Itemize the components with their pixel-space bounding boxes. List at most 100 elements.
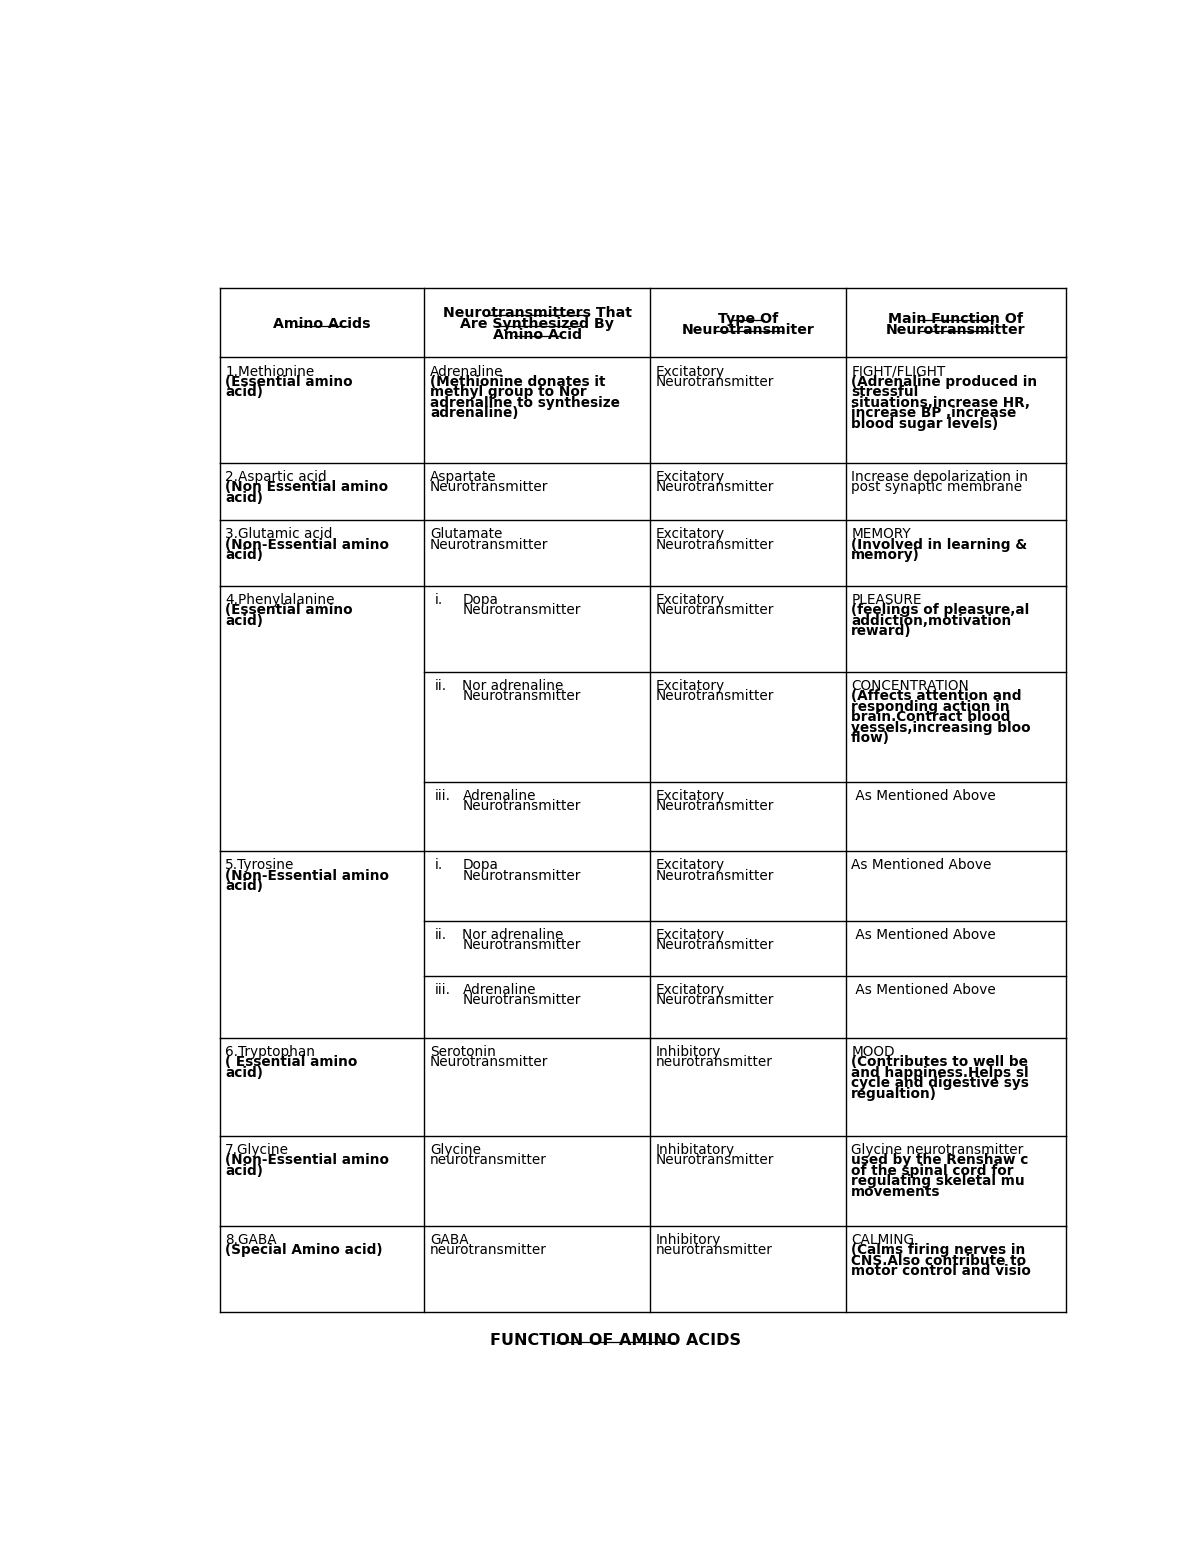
Text: MEMORY: MEMORY (851, 526, 911, 540)
Text: As Mentioned Above: As Mentioned Above (851, 983, 996, 997)
Text: 2.Aspartic acid: 2.Aspartic acid (226, 469, 326, 485)
Text: Excitatory: Excitatory (656, 679, 725, 693)
Text: Neurotransmitter: Neurotransmitter (656, 800, 774, 814)
Text: (Adrenaline produced in: (Adrenaline produced in (851, 374, 1037, 388)
Text: acid): acid) (226, 1163, 263, 1177)
Text: Adrenaline: Adrenaline (462, 983, 536, 997)
Text: ii.: ii. (434, 927, 446, 941)
Text: FIGHT/FLIGHT: FIGHT/FLIGHT (851, 365, 946, 379)
Text: brain.Contract blood: brain.Contract blood (851, 710, 1010, 724)
Text: 7.Glycine: 7.Glycine (226, 1143, 289, 1157)
Text: As Mentioned Above: As Mentioned Above (851, 859, 991, 873)
Text: used by the Renshaw c: used by the Renshaw c (851, 1154, 1028, 1168)
Text: Excitatory: Excitatory (656, 469, 725, 485)
Text: acid): acid) (226, 613, 263, 627)
Text: Excitatory: Excitatory (656, 789, 725, 803)
Text: Neurotransmitter: Neurotransmitter (430, 537, 548, 551)
Text: Glutamate: Glutamate (430, 526, 503, 540)
Text: Adrenaline: Adrenaline (462, 789, 536, 803)
Text: (Non-Essential amino: (Non-Essential amino (226, 868, 389, 882)
Text: Neurotransmitter: Neurotransmitter (656, 537, 774, 551)
Text: Neurotransmitter: Neurotransmitter (886, 323, 1026, 337)
Text: memory): memory) (851, 548, 920, 562)
Text: neurotransmitter: neurotransmitter (656, 1056, 773, 1070)
Text: responding action in: responding action in (851, 700, 1010, 714)
Text: ii.: ii. (434, 679, 446, 693)
Text: Dopa: Dopa (462, 859, 498, 873)
Text: Neurotransmitter: Neurotransmitter (656, 374, 774, 388)
Text: neurotransmitter: neurotransmitter (430, 1154, 547, 1168)
Text: 8.GABA: 8.GABA (226, 1233, 277, 1247)
Text: Neurotransmitter: Neurotransmitter (430, 1056, 548, 1070)
Text: ( Essential amino: ( Essential amino (226, 1056, 358, 1070)
Text: i.: i. (434, 859, 443, 873)
Text: CALMING: CALMING (851, 1233, 914, 1247)
Text: Inhibitatory: Inhibitatory (656, 1143, 736, 1157)
Text: i.: i. (434, 593, 443, 607)
Text: (Calms firing nerves in: (Calms firing nerves in (851, 1242, 1026, 1256)
Text: iii.: iii. (434, 983, 450, 997)
Text: Glycine neurotransmitter: Glycine neurotransmitter (851, 1143, 1024, 1157)
Text: addiction,motivation: addiction,motivation (851, 613, 1012, 627)
Text: 5.Tyrosine: 5.Tyrosine (226, 859, 295, 873)
Text: Serotonin: Serotonin (430, 1045, 496, 1059)
Text: Neurotransmitter: Neurotransmitter (656, 868, 774, 882)
Text: FUNCTION OF AMINO ACIDS: FUNCTION OF AMINO ACIDS (490, 1332, 740, 1348)
Text: Neurotransmitter: Neurotransmitter (462, 690, 581, 704)
Text: 4.Phenylalanine: 4.Phenylalanine (226, 593, 335, 607)
Text: Increase depolarization in: Increase depolarization in (851, 469, 1028, 485)
Text: Amino Acid: Amino Acid (493, 328, 582, 342)
Text: 3.Glutamic acid: 3.Glutamic acid (226, 526, 332, 540)
Text: regualtion): regualtion) (851, 1087, 937, 1101)
Text: Neurotransmitter: Neurotransmitter (656, 938, 774, 952)
Text: movements: movements (851, 1185, 941, 1199)
Text: Dopa: Dopa (462, 593, 498, 607)
Text: Excitatory: Excitatory (656, 859, 725, 873)
Text: Neurotransmiter: Neurotransmiter (682, 323, 815, 337)
Text: (Non-Essential amino: (Non-Essential amino (226, 1154, 389, 1168)
Text: Amino Acids: Amino Acids (274, 317, 371, 331)
Text: Excitatory: Excitatory (656, 526, 725, 540)
Text: Neurotransmitter: Neurotransmitter (462, 604, 581, 618)
Text: neurotransmitter: neurotransmitter (656, 1242, 773, 1256)
Text: 6.Tryptophan: 6.Tryptophan (226, 1045, 316, 1059)
Text: stressful: stressful (851, 385, 918, 399)
Text: Neurotransmitters That: Neurotransmitters That (443, 306, 632, 320)
Text: Glycine: Glycine (430, 1143, 481, 1157)
Text: CNS.Also contribute to: CNS.Also contribute to (851, 1253, 1026, 1267)
Text: acid): acid) (226, 491, 263, 505)
Text: Are Synthesized By: Are Synthesized By (461, 317, 614, 331)
Text: (Essential amino: (Essential amino (226, 604, 353, 618)
Text: (Involved in learning &: (Involved in learning & (851, 537, 1027, 551)
Text: Aspartate: Aspartate (430, 469, 497, 485)
Text: GABA: GABA (430, 1233, 468, 1247)
Text: (Essential amino: (Essential amino (226, 374, 353, 388)
Text: increase BP ,increase: increase BP ,increase (851, 407, 1016, 421)
Text: Neurotransmitter: Neurotransmitter (462, 868, 581, 882)
Text: Excitatory: Excitatory (656, 983, 725, 997)
Text: Nor adrenaline: Nor adrenaline (462, 679, 564, 693)
Text: acid): acid) (226, 1065, 263, 1079)
Text: (feelings of pleasure,al: (feelings of pleasure,al (851, 604, 1030, 618)
Text: (Affects attention and: (Affects attention and (851, 690, 1021, 704)
Text: iii.: iii. (434, 789, 450, 803)
Text: Type Of: Type Of (718, 312, 778, 326)
Text: acid): acid) (226, 548, 263, 562)
Text: acid): acid) (226, 385, 263, 399)
Text: motor control and visio: motor control and visio (851, 1264, 1031, 1278)
Text: (Non Essential amino: (Non Essential amino (226, 480, 389, 494)
Text: Neurotransmitter: Neurotransmitter (656, 604, 774, 618)
Text: Excitatory: Excitatory (656, 593, 725, 607)
Text: adrenaline to synthesize: adrenaline to synthesize (430, 396, 620, 410)
Text: Neurotransmitter: Neurotransmitter (430, 480, 548, 494)
Text: adrenaline): adrenaline) (430, 407, 518, 421)
Text: Inhibitory: Inhibitory (656, 1045, 721, 1059)
Text: cycle and digestive sys: cycle and digestive sys (851, 1076, 1030, 1090)
Text: 1.Methionine: 1.Methionine (226, 365, 314, 379)
Text: (Special Amino acid): (Special Amino acid) (226, 1242, 383, 1256)
Text: and happiness.Helps sl: and happiness.Helps sl (851, 1065, 1028, 1079)
Text: Neurotransmitter: Neurotransmitter (656, 1154, 774, 1168)
Text: neurotransmitter: neurotransmitter (430, 1242, 547, 1256)
Text: Neurotransmitter: Neurotransmitter (656, 480, 774, 494)
Text: Adrenaline: Adrenaline (430, 365, 504, 379)
